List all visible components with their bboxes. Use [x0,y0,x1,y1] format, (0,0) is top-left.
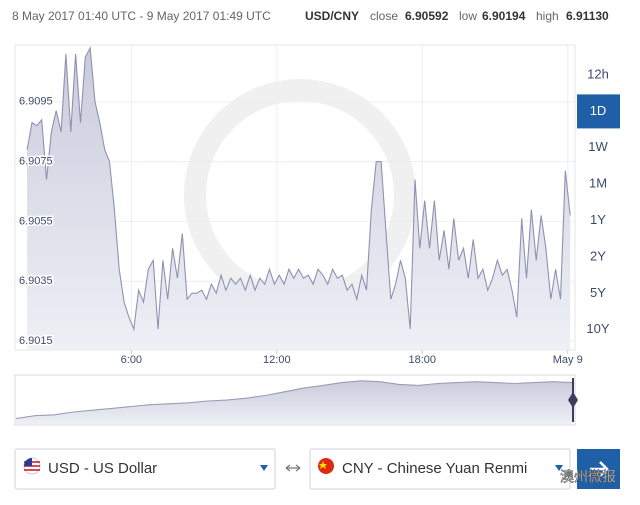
range-label: 10Y [586,321,609,336]
y-tick-label: 6.9035 [19,275,53,287]
range-label: 1W [588,139,608,154]
high-label: high [536,9,559,23]
line [26,46,571,332]
y-tick-label: 6.9055 [19,215,53,227]
line [15,380,573,420]
range-button[interactable] [577,203,620,238]
high-value: 6.91130 [566,9,609,23]
x-tick-label: 18:00 [409,354,437,366]
x-tick-label: May 9 [553,354,583,366]
low-label: low [459,9,477,23]
area-fill [27,48,571,350]
range-label: 12h [587,66,609,81]
us-flag-canton [24,458,32,466]
range-button[interactable] [577,167,620,202]
range-buttons: 12h 1D 1W 1M 1Y 2Y 5Y 10Y [577,58,620,347]
cn-flag-star [319,461,327,469]
from-caret [260,465,268,471]
range-button[interactable] [577,58,620,92]
watermark: 澳州微报 [560,469,616,485]
to-currency: CNY - Chinese Yuan Renmi [342,460,527,477]
cn-flag [318,458,334,474]
low-value: 6.90194 [482,9,526,23]
charts: 6.9015 6.9035 6.9055 6.9075 6.9095 6:00 12:00 1… [15,45,583,424]
x-tick-label: 12:00 [263,354,291,366]
range-button[interactable] [577,312,620,347]
from-select[interactable] [14,448,276,490]
date-range: 8 May 2017 01:40 UTC - 9 May 2017 01:49 … [12,9,271,23]
close-value: 6.90592 [405,9,449,23]
range-button[interactable] [577,130,620,165]
y-tick-label: 6.9075 [19,156,53,168]
to-caret [555,465,563,471]
x-tick-label: 6:00 [121,354,142,366]
area-fill [16,380,572,424]
y-tick-label: 6.9095 [19,96,53,108]
range-label: 1D [590,103,607,118]
range-button[interactable] [577,276,620,311]
range-label: 1Y [590,212,606,227]
swap-icon[interactable] [285,464,301,472]
range-button[interactable] [577,94,620,129]
range-label: 1M [589,176,607,191]
from-currency: USD - US Dollar [48,460,157,477]
range-button[interactable] [577,240,620,274]
range-label: 5Y [590,285,606,300]
range-label: 2Y [590,248,606,263]
pair: USD/CNY [305,9,359,23]
y-tick-label: 6.9015 [19,335,53,347]
convert-arrow [590,461,609,477]
to-select[interactable] [309,448,571,490]
navigator-handle[interactable] [568,392,578,408]
close-label: close [370,9,398,23]
